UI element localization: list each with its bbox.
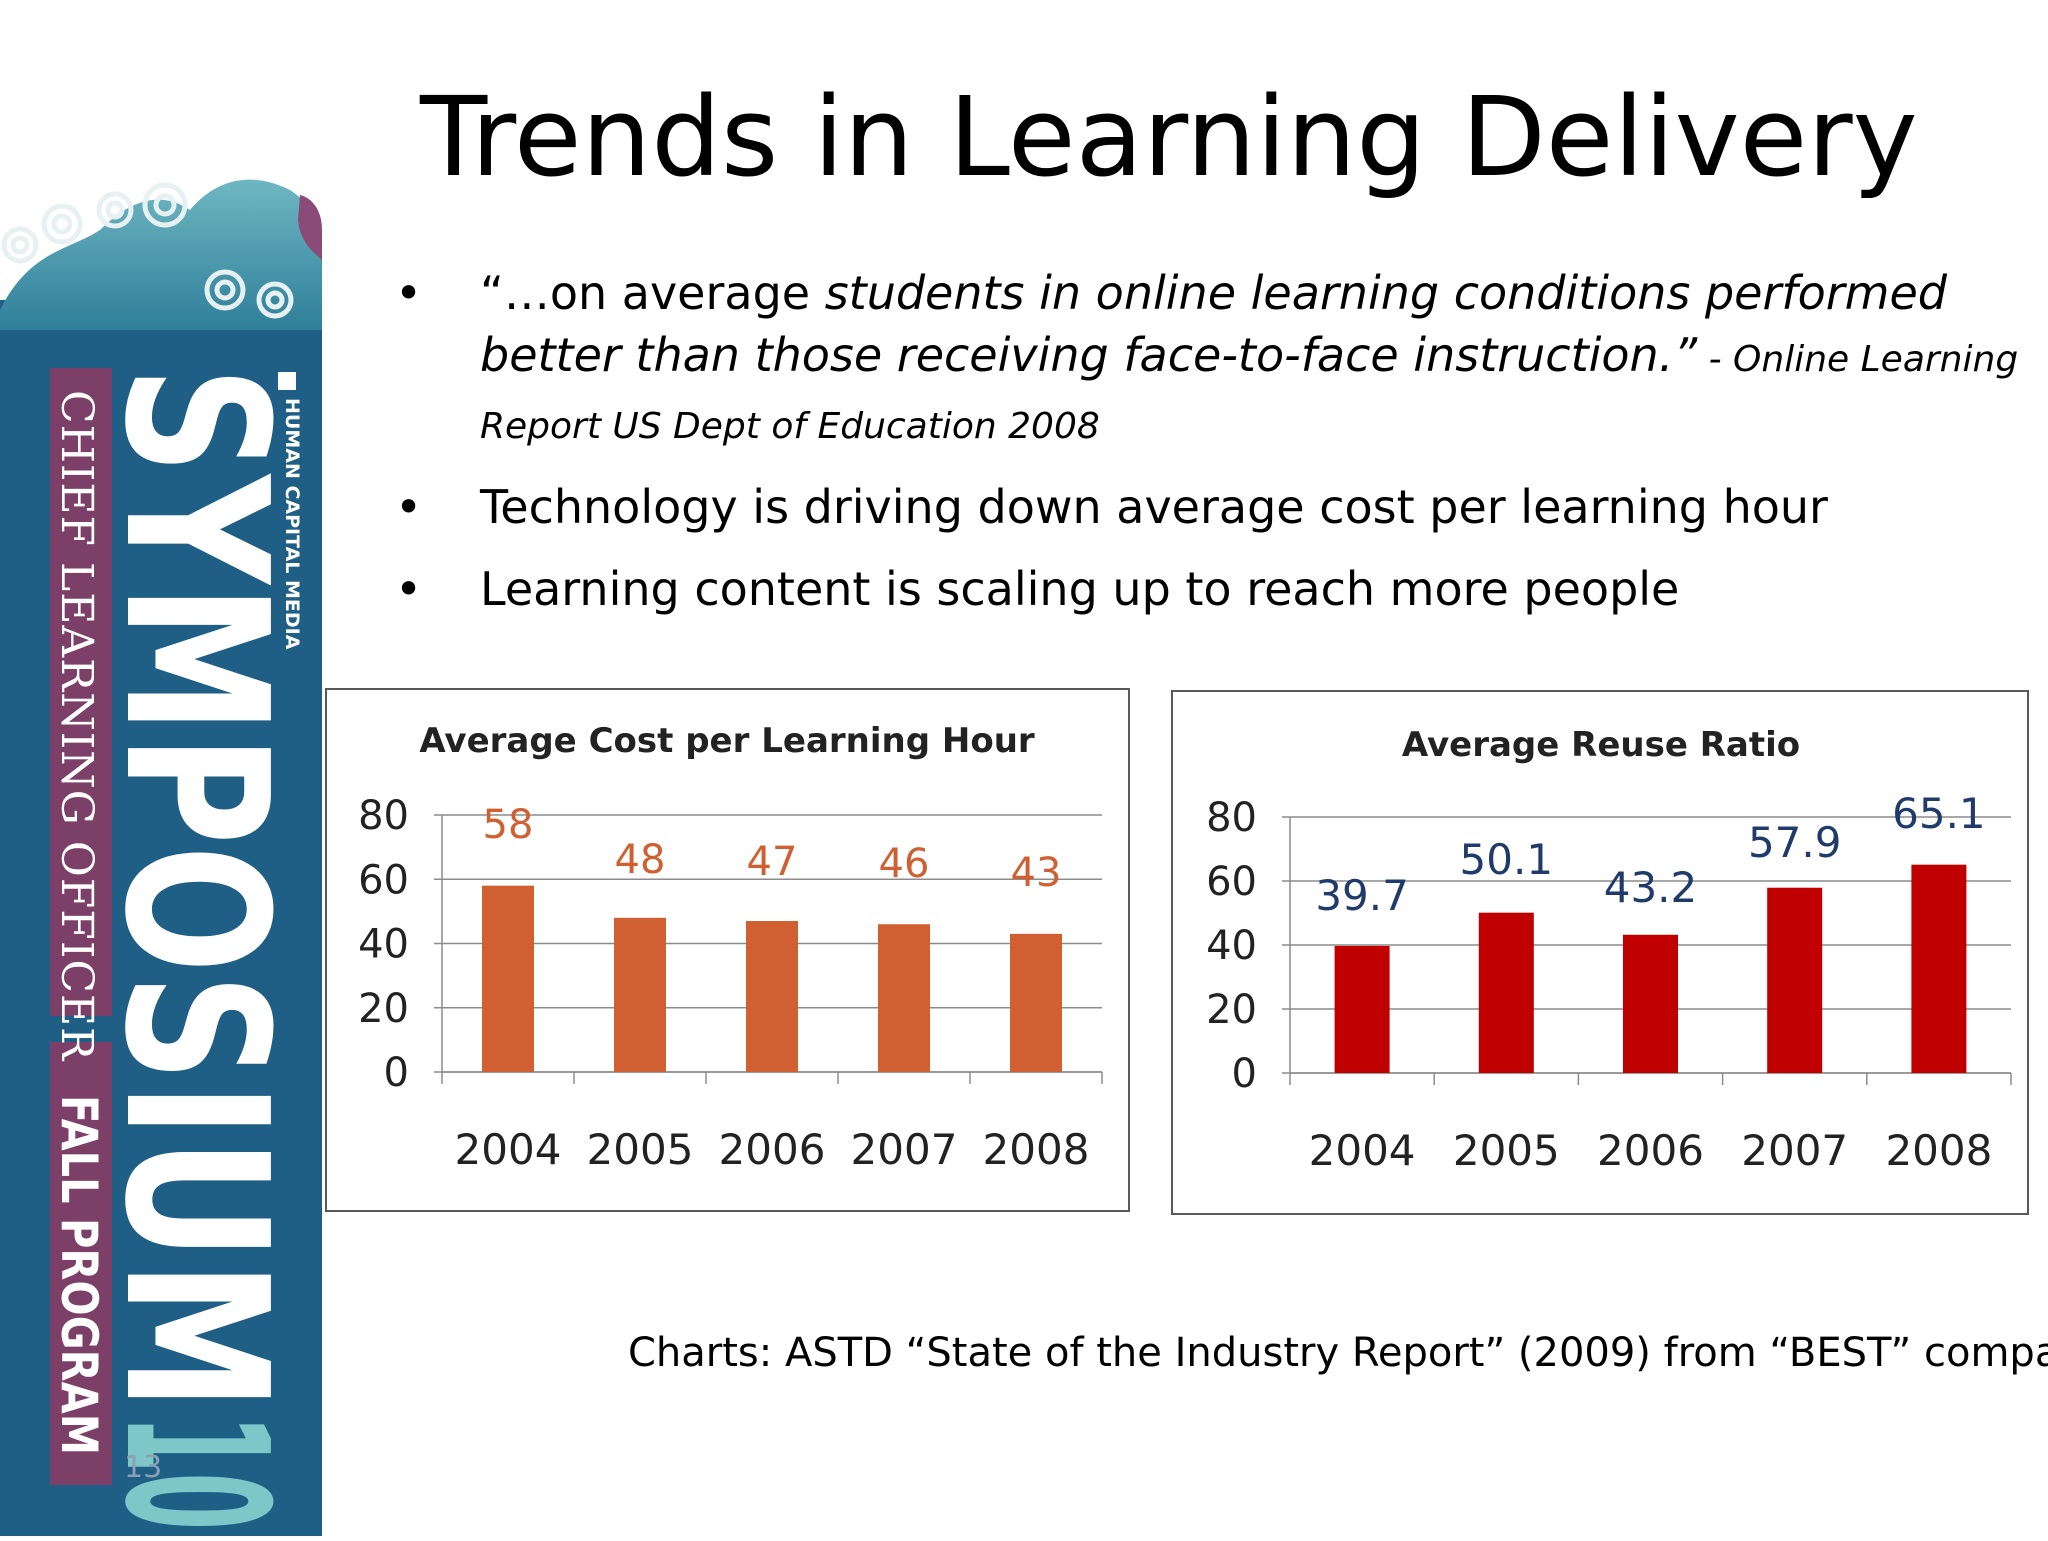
x-tick-label-2004: 2004 xyxy=(1309,1126,1416,1175)
cost-chart: Average Cost per Learning Hour 0 20 40 60 80 5… xyxy=(358,721,1103,1174)
y-tick-label: 20 xyxy=(1206,987,1257,1033)
x-tick-label-2007: 2007 xyxy=(851,1125,958,1174)
bar-2007 xyxy=(878,924,930,1072)
sidebar-event-word: SYMPOSIUM xyxy=(81,366,309,1411)
bar-2005 xyxy=(614,917,666,1072)
y-tick-label: 60 xyxy=(1206,859,1257,905)
bullet-list: • “…on average students in online learni… xyxy=(395,262,2025,620)
data-label-2004: 58 xyxy=(483,802,534,848)
reuse-chart: Average Reuse Ratio 0 20 40 60 80 39.7 2004 50.1… xyxy=(1206,725,2012,1175)
x-tick-label-2005: 2005 xyxy=(1453,1126,1560,1175)
data-label-2006: 47 xyxy=(747,839,798,885)
bar-2006 xyxy=(1623,934,1678,1073)
data-label-2007: 46 xyxy=(879,841,930,887)
cost-chart-box: Average Cost per Learning Hour 0 20 40 60 80 5… xyxy=(325,688,1130,1212)
x-tick-label-2004: 2004 xyxy=(455,1125,562,1174)
bullet-dot: • xyxy=(395,266,423,320)
x-tick-label-2008: 2008 xyxy=(983,1125,1090,1174)
bullet-cost: • Technology is driving down average cos… xyxy=(395,476,2025,538)
data-label-2005: 48 xyxy=(615,837,666,883)
quote-italic: students in online learning conditions p… xyxy=(480,266,1947,382)
x-tick-label-2008: 2008 xyxy=(1885,1126,1992,1175)
chart-title: Average Cost per Learning Hour xyxy=(419,721,1035,761)
bullet-scaling: • Learning content is scaling up to reac… xyxy=(395,558,2025,620)
data-label-2008: 43 xyxy=(1011,850,1062,896)
bar-2005 xyxy=(1478,912,1534,1073)
bar-2006 xyxy=(746,921,798,1072)
bullet-scaling-text: Learning content is scaling up to reach … xyxy=(480,562,1680,616)
slide-title: Trends in Learning Delivery xyxy=(420,73,1918,201)
reuse-chart-box: Average Reuse Ratio 0 20 40 60 80 39.7 2004 50.1… xyxy=(1171,690,2029,1215)
y-tick-label: 80 xyxy=(358,793,409,839)
bar-2008 xyxy=(1911,864,1967,1073)
symposium-banner: CHIEF LEARNING OFFICER SYMPOSIUM 10 FALL… xyxy=(0,0,330,1536)
data-label-2004: 39.7 xyxy=(1315,871,1409,920)
data-label-2006: 43.2 xyxy=(1604,863,1698,912)
sidebar-program: FALL PROGRAM xyxy=(50,1095,108,1455)
bullet-quote: • “…on average students in online learni… xyxy=(395,262,2025,458)
publisher-logo-icon xyxy=(278,372,296,390)
data-label-2007: 57.9 xyxy=(1748,818,1842,867)
quote-source: - Online Learning Report US Dept of Educ… xyxy=(480,339,2019,447)
y-tick-label: 0 xyxy=(1232,1051,1257,1097)
y-tick-label: 80 xyxy=(1206,795,1257,841)
x-tick-label-2006: 2006 xyxy=(1597,1126,1704,1175)
x-tick-label-2006: 2006 xyxy=(719,1125,826,1174)
y-tick-label: 20 xyxy=(358,986,409,1032)
y-tick-label: 40 xyxy=(1206,923,1257,969)
y-tick-label: 0 xyxy=(384,1050,409,1096)
x-tick-label-2005: 2005 xyxy=(587,1125,694,1174)
data-label-2008: 65.1 xyxy=(1892,789,1986,838)
page-number: 13 xyxy=(124,1450,163,1485)
bullet-cost-text: Technology is driving down average cost … xyxy=(480,480,1828,534)
chart-title: Average Reuse Ratio xyxy=(1402,725,1800,765)
y-tick-label: 60 xyxy=(358,857,409,903)
sidebar-publisher: HUMAN CAPITAL MEDIA xyxy=(281,398,303,650)
sidebar-subtitle: CHIEF LEARNING OFFICER xyxy=(51,390,102,1062)
quote-open: “…on average xyxy=(480,266,825,320)
bar-2007 xyxy=(1767,887,1823,1073)
chart-source-footer: Charts: ASTD “State of the Industry Repo… xyxy=(628,1330,2048,1376)
bar-2004 xyxy=(1334,945,1390,1073)
sidebar-event-year: 10 xyxy=(81,1415,309,1530)
bar-2008 xyxy=(1010,933,1062,1072)
y-tick-label: 40 xyxy=(358,922,409,968)
bullet-dot: • xyxy=(395,562,423,616)
sidebar-program-band xyxy=(50,1042,112,1485)
data-label-2005: 50.1 xyxy=(1460,835,1554,884)
bullet-dot: • xyxy=(395,480,423,534)
x-tick-label-2007: 2007 xyxy=(1741,1126,1848,1175)
bar-2004 xyxy=(482,885,534,1072)
sidebar-subtitle-band xyxy=(50,368,112,1016)
